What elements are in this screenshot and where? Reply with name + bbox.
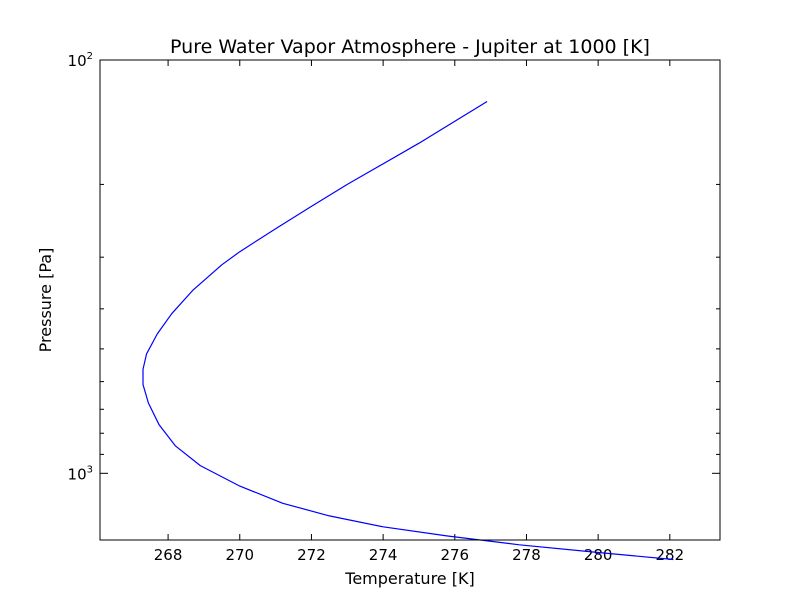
chart-title: Pure Water Vapor Atmosphere - Jupiter at… <box>170 36 650 58</box>
x-tick-label: 270 <box>225 546 254 564</box>
y-tick-label: 102 <box>68 51 93 70</box>
x-tick-label: 274 <box>369 546 398 564</box>
plot-area <box>100 60 720 540</box>
x-tick-label: 280 <box>584 546 613 564</box>
y-axis-label: Pressure [Pa] <box>36 248 55 353</box>
x-tick-label: 278 <box>512 546 541 564</box>
x-axis-label: Temperature [K] <box>344 569 474 588</box>
plot-frame <box>99 59 721 541</box>
x-tick-label: 282 <box>656 546 685 564</box>
x-tick-label: 272 <box>297 546 326 564</box>
series-line <box>142 100 674 561</box>
y-tick-label: 103 <box>68 464 93 483</box>
x-tick-label: 276 <box>440 546 469 564</box>
x-tick-label: 268 <box>154 546 183 564</box>
chart-marks: 268 270 272 274 276 278 280 282 102 103 <box>68 51 720 564</box>
